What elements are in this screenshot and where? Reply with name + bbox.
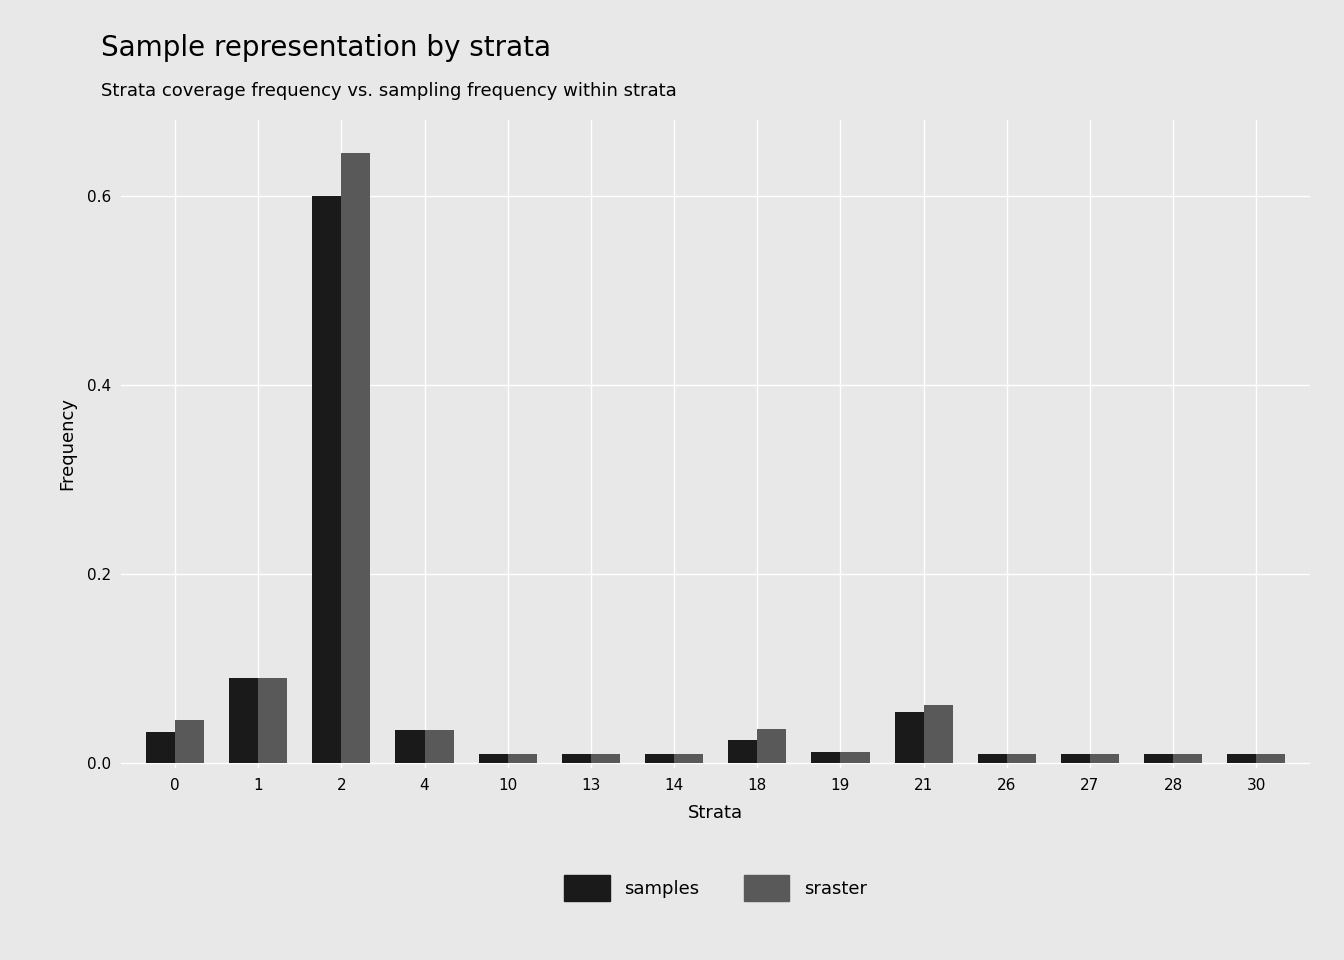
Bar <box>840 752 870 763</box>
Bar <box>1257 754 1285 763</box>
Bar <box>395 731 425 763</box>
Text: Sample representation by strata: Sample representation by strata <box>101 34 551 61</box>
Bar <box>923 705 953 763</box>
Bar <box>1227 754 1257 763</box>
Bar <box>312 196 341 763</box>
Bar <box>478 754 508 763</box>
Text: Strata coverage frequency vs. sampling frequency within strata: Strata coverage frequency vs. sampling f… <box>101 82 676 100</box>
Bar <box>645 754 675 763</box>
Bar <box>1007 754 1036 763</box>
Bar <box>757 730 786 763</box>
Bar <box>591 754 620 763</box>
Bar <box>1060 754 1090 763</box>
Bar <box>728 739 757 763</box>
Bar <box>675 754 703 763</box>
Bar <box>977 754 1007 763</box>
Bar <box>812 752 840 763</box>
Bar <box>228 678 258 763</box>
Bar <box>425 731 454 763</box>
Bar <box>1144 754 1173 763</box>
Bar <box>895 712 923 763</box>
X-axis label: Strata: Strata <box>688 804 743 822</box>
Y-axis label: Frequency: Frequency <box>58 397 75 491</box>
Bar <box>175 720 204 763</box>
Legend: samples, sraster: samples, sraster <box>558 868 874 908</box>
Bar <box>562 754 591 763</box>
Bar <box>508 754 536 763</box>
Bar <box>146 732 175 763</box>
Bar <box>1090 754 1120 763</box>
Bar <box>1173 754 1203 763</box>
Bar <box>341 153 371 763</box>
Bar <box>258 678 288 763</box>
